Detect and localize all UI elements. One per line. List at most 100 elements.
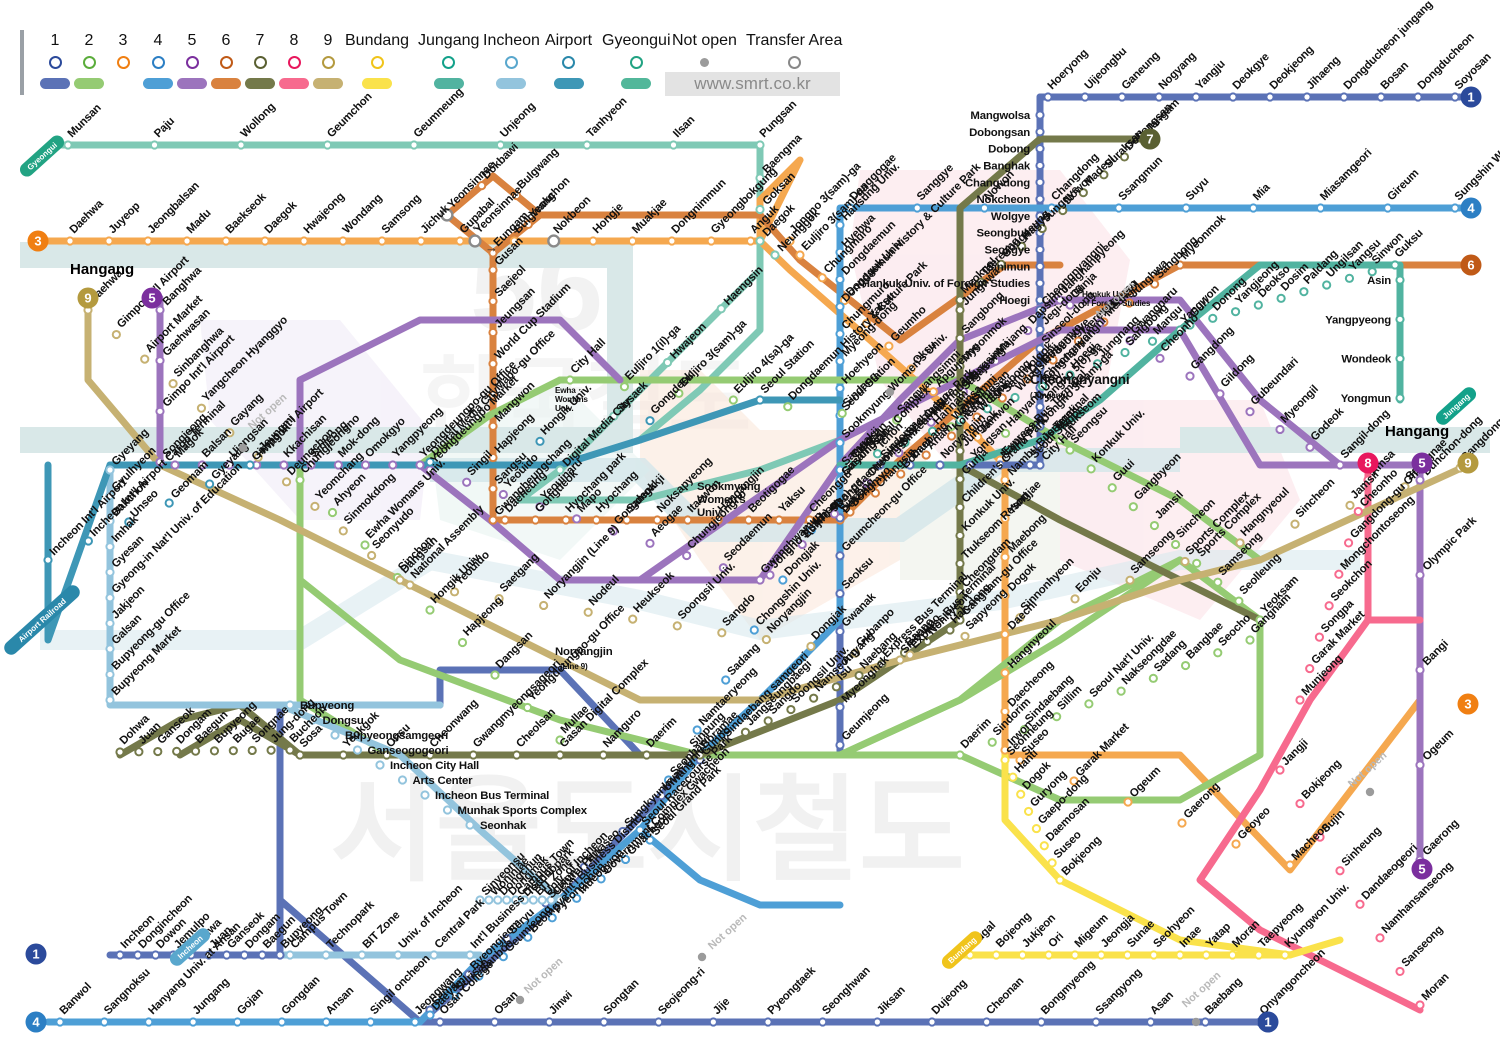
station-marker[interactable] (995, 460, 1005, 470)
station-marker[interactable] (1154, 92, 1164, 102)
station-marker[interactable] (991, 950, 1001, 960)
station-marker[interactable] (275, 950, 285, 960)
station-marker[interactable] (225, 428, 235, 438)
station-marker[interactable] (1035, 324, 1045, 334)
station-marker[interactable] (1124, 298, 1134, 308)
station-marker[interactable] (1395, 314, 1405, 324)
station-marker[interactable] (579, 862, 589, 872)
station-marker[interactable] (1155, 353, 1165, 363)
line-badge-4[interactable]: 4 (1460, 197, 1482, 219)
station-marker[interactable] (1177, 818, 1187, 828)
station-marker[interactable] (266, 745, 276, 755)
station-marker[interactable] (1035, 460, 1045, 470)
station-marker[interactable] (598, 750, 608, 760)
station-marker[interactable] (599, 1017, 609, 1027)
station-marker[interactable] (755, 575, 765, 585)
legend-entry-bundang[interactable]: Bundang (345, 32, 409, 89)
legend-entry-2[interactable]: 2 (74, 32, 104, 89)
station-marker[interactable] (642, 750, 652, 760)
station-marker[interactable] (1125, 335, 1135, 346)
station-marker[interactable] (1395, 966, 1405, 977)
station-marker[interactable] (1000, 513, 1010, 524)
station-marker[interactable] (1375, 933, 1385, 943)
station-marker[interactable] (465, 820, 475, 830)
station-marker[interactable] (188, 1017, 198, 1027)
station-marker[interactable] (1147, 336, 1158, 346)
station-marker[interactable] (619, 382, 630, 392)
station-marker[interactable] (333, 460, 343, 470)
station-marker[interactable] (416, 236, 426, 246)
station-marker[interactable] (83, 536, 94, 546)
station-marker[interactable] (884, 341, 894, 351)
station-marker[interactable] (1035, 110, 1045, 120)
station-marker[interactable] (55, 1017, 65, 1027)
station-marker[interactable] (338, 236, 348, 246)
station-marker[interactable] (555, 895, 565, 905)
station-marker[interactable] (870, 488, 880, 498)
station-marker[interactable] (1305, 663, 1315, 674)
station-marker[interactable] (1035, 363, 1045, 373)
station-marker[interactable] (105, 695, 115, 705)
legend-entry-jungang[interactable]: Jungang (418, 32, 479, 89)
station-marker[interactable] (1119, 152, 1130, 162)
station-marker[interactable] (785, 236, 795, 246)
station-marker[interactable] (535, 436, 545, 446)
station-marker[interactable] (310, 501, 320, 511)
station-marker[interactable] (1213, 577, 1223, 587)
station-marker[interactable] (835, 702, 845, 712)
station-marker[interactable] (1275, 765, 1285, 775)
station-marker[interactable] (850, 648, 861, 658)
legend-entry-5[interactable]: 5 (177, 32, 207, 89)
station-marker[interactable] (1035, 441, 1045, 451)
station-marker[interactable] (1275, 424, 1285, 435)
station-marker[interactable] (530, 515, 541, 525)
station-marker[interactable] (519, 895, 530, 905)
station-marker[interactable] (591, 515, 601, 525)
station-marker[interactable] (1376, 92, 1386, 102)
station-marker[interactable] (555, 750, 565, 760)
station-marker[interactable] (239, 950, 250, 960)
station-marker[interactable] (1128, 502, 1138, 512)
station-marker[interactable] (1117, 92, 1127, 102)
station-marker[interactable] (205, 479, 215, 489)
station-marker[interactable] (1000, 706, 1010, 717)
station-marker[interactable] (1035, 144, 1045, 154)
station-marker[interactable] (285, 950, 295, 960)
station-marker[interactable] (955, 615, 965, 625)
station-marker[interactable] (222, 950, 232, 960)
station-marker[interactable] (547, 913, 557, 923)
station-marker[interactable] (1254, 950, 1264, 960)
station-marker[interactable] (946, 431, 957, 441)
station-marker[interactable] (1031, 823, 1042, 834)
station-marker[interactable] (245, 460, 255, 470)
station-marker[interactable] (955, 415, 965, 425)
station-marker[interactable] (510, 895, 521, 905)
station-marker[interactable] (1055, 435, 1065, 445)
station-marker[interactable] (654, 1017, 664, 1027)
station-marker[interactable] (997, 393, 1007, 403)
station-marker[interactable] (63, 140, 73, 150)
station-marker[interactable] (1245, 635, 1255, 645)
station-marker[interactable] (797, 539, 807, 550)
station-marker[interactable] (786, 704, 796, 715)
line-badge-5[interactable]: 5 (1411, 858, 1433, 880)
station-marker[interactable] (1148, 673, 1158, 683)
station-marker[interactable] (627, 236, 638, 246)
station-marker[interactable] (488, 265, 498, 275)
station-marker[interactable] (656, 791, 667, 801)
station-marker[interactable] (1017, 950, 1028, 960)
station-marker[interactable] (277, 1017, 287, 1027)
station-marker[interactable] (835, 329, 845, 339)
station-marker[interactable] (357, 950, 367, 960)
station-marker[interactable] (228, 746, 238, 756)
station-marker[interactable] (845, 203, 855, 213)
station-marker[interactable] (306, 460, 316, 470)
station-marker[interactable] (1227, 950, 1238, 960)
station-marker[interactable] (892, 415, 902, 425)
station-marker[interactable] (806, 641, 816, 651)
station-marker[interactable] (1450, 203, 1460, 213)
station-marker[interactable] (1035, 278, 1045, 288)
station-marker[interactable] (474, 971, 484, 981)
station-marker[interactable] (455, 236, 465, 246)
station-marker[interactable] (1265, 92, 1275, 102)
